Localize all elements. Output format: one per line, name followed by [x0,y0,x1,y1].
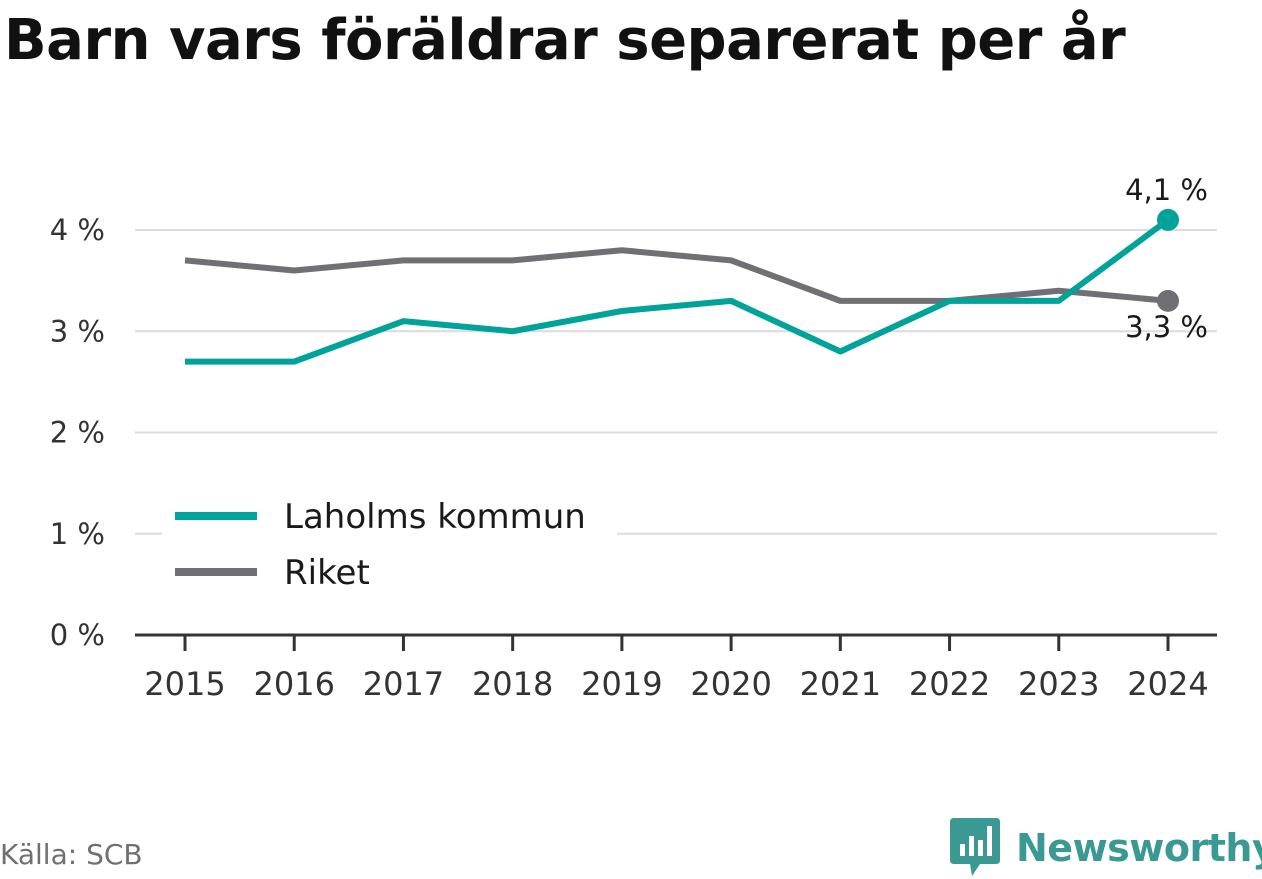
brand-name: Newsworthy [1016,826,1262,870]
x-tick-label: 2021 [800,665,881,703]
x-tick-label: 2016 [254,665,335,703]
legend-background [162,490,617,600]
x-tick-label: 2022 [909,665,990,703]
end-value-label: 3,3 % [1125,310,1208,344]
x-tick-label: 2023 [1018,665,1099,703]
y-tick-label: 2 % [50,416,105,450]
x-tick-label: 2020 [690,665,771,703]
x-tick-label: 2019 [581,665,662,703]
y-tick-label: 0 % [50,618,105,652]
end-value-label: 4,1 % [1125,173,1208,207]
x-tick-label: 2024 [1127,665,1208,703]
series-line-0 [185,217,1170,365]
brand-logo: Newsworthy [950,818,1262,878]
legend-label: Laholms kommun [284,497,586,537]
end-point-marker [1157,289,1179,312]
y-tick-label: 1 % [50,517,105,551]
y-tick-label: 4 % [50,213,105,247]
x-tick-label: 2015 [144,665,225,703]
end-point-marker [1157,208,1179,231]
x-tick-label: 2018 [472,665,553,703]
newsworthy-logo-icon [950,818,1000,876]
series-line-1 [184,247,1169,304]
source-note: Källa: SCB [0,838,143,871]
legend-label: Riket [284,553,370,593]
chart-title: Barn vars föräldrar separerat per år [4,8,1126,73]
x-tick-label: 2017 [363,665,444,703]
y-tick-label: 3 % [50,314,105,348]
